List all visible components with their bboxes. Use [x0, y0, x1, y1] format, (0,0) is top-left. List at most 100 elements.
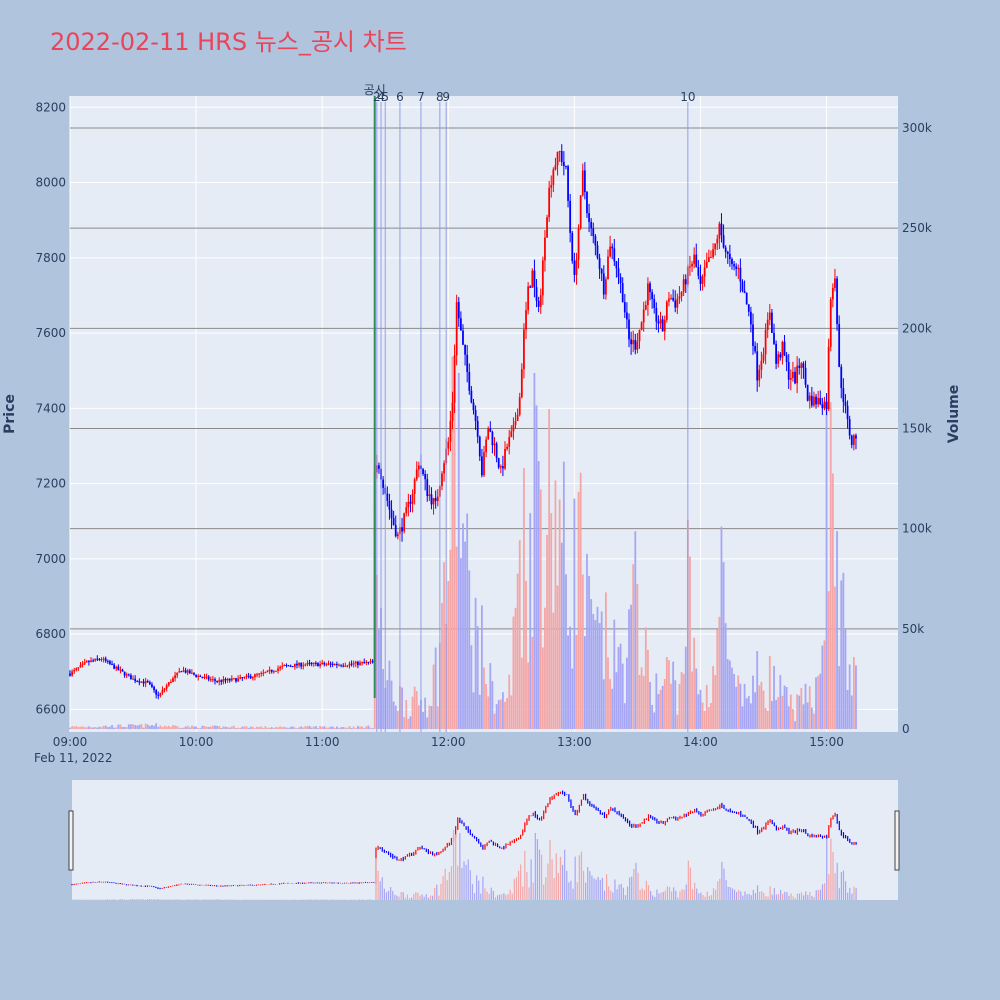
- slider-volume-bar: [513, 878, 515, 900]
- price-tick-label: 6800: [35, 627, 66, 641]
- volume-bar: [575, 634, 578, 729]
- candle-body: [268, 669, 271, 671]
- volume-bar: [165, 726, 168, 729]
- candle-body: [390, 509, 393, 518]
- slider-volume-bar: [320, 899, 323, 900]
- volume-bar: [466, 513, 469, 729]
- candle-body: [590, 221, 593, 229]
- candle-body: [850, 435, 853, 445]
- slider-volume-bar: [496, 895, 499, 900]
- volume-bar: [98, 726, 101, 729]
- range-slider-left-handle[interactable]: [68, 810, 74, 871]
- volume-bar: [188, 727, 191, 729]
- volume-bar: [842, 572, 845, 729]
- slider-volume-bar: [169, 899, 172, 900]
- volume-bar: [203, 725, 206, 729]
- slider-volume-bar: [807, 895, 809, 900]
- volume-bar: [441, 602, 443, 729]
- volume-bar: [308, 725, 311, 729]
- volume-tick-label: 100k: [902, 522, 932, 536]
- volume-bar: [92, 727, 95, 729]
- slider-volume-bar: [541, 854, 543, 900]
- volume-bar: [796, 694, 799, 729]
- volume-bar: [155, 723, 158, 729]
- volume-bar: [852, 656, 855, 729]
- volume-bar: [518, 540, 521, 729]
- candle-body: [266, 670, 269, 673]
- slider-volume-bar: [377, 870, 379, 900]
- volume-bar: [514, 607, 517, 729]
- volume-bar: [665, 656, 668, 729]
- candle-body: [527, 286, 530, 311]
- slider-volume-bar: [561, 864, 564, 900]
- candle-body: [426, 479, 429, 497]
- candle-body: [441, 473, 443, 487]
- slider-volume-bar: [566, 870, 568, 900]
- slider-volume-bar: [419, 895, 421, 900]
- range-slider-area[interactable]: [72, 780, 898, 900]
- candle-body: [298, 662, 300, 666]
- candle-body: [621, 283, 624, 303]
- volume-bar: [335, 726, 338, 729]
- volume-bar: [241, 726, 244, 729]
- candle-body: [464, 344, 466, 355]
- volume-bar: [731, 667, 733, 729]
- volume-bar: [571, 668, 574, 729]
- slider-volume-bar: [148, 899, 151, 900]
- candle-body: [125, 674, 128, 676]
- volume-bar: [722, 562, 725, 729]
- candle-body: [701, 276, 704, 284]
- slider-volume-bar: [387, 890, 390, 900]
- slider-volume-bar: [471, 884, 474, 900]
- candle-body: [680, 291, 683, 297]
- volume-bar: [487, 696, 490, 729]
- slider-volume-bar: [844, 881, 847, 900]
- volume-bar: [808, 686, 811, 729]
- volume-bar: [432, 664, 435, 729]
- candle-body: [623, 302, 626, 313]
- slider-volume-bar: [438, 895, 440, 900]
- volume-bar: [623, 703, 626, 729]
- candle-body: [212, 679, 214, 681]
- slider-volume-bar: [484, 888, 486, 900]
- volume-bar: [348, 726, 351, 729]
- candle-body: [382, 479, 385, 488]
- slider-volume-bar: [140, 899, 142, 900]
- candle-body: [586, 192, 588, 214]
- candle-body: [781, 341, 784, 358]
- price-tick-label: 7800: [35, 251, 66, 265]
- candle-body: [113, 664, 116, 669]
- slider-volume-bar: [415, 892, 417, 900]
- volume-bar: [209, 726, 212, 729]
- slider-volume-bar: [400, 891, 402, 900]
- candle-body: [840, 366, 843, 389]
- slider-volume-bar: [77, 899, 79, 900]
- candle-body: [136, 681, 139, 683]
- candle-body: [73, 669, 76, 672]
- volume-bar: [771, 700, 773, 729]
- candle-body: [842, 388, 845, 402]
- volume-bar: [653, 712, 656, 729]
- slider-volume-bar: [375, 858, 377, 900]
- slider-volume-bar: [570, 880, 572, 900]
- slider-volume-bar: [748, 893, 750, 900]
- candle-body: [228, 678, 231, 681]
- candle-body: [392, 517, 395, 526]
- slider-volume-bar: [777, 893, 780, 900]
- slider-volume-bar: [153, 899, 155, 900]
- volume-bar: [798, 695, 801, 729]
- volume-bar: [668, 660, 670, 729]
- candle-body: [525, 310, 527, 330]
- candle-body: [581, 170, 584, 196]
- volume-bar: [726, 659, 729, 729]
- range-slider-right-handle[interactable]: [894, 810, 900, 871]
- volume-bar: [638, 674, 641, 729]
- candle-body: [579, 195, 582, 229]
- candle-body: [775, 343, 778, 364]
- candle-body: [672, 297, 675, 301]
- volume-bar: [319, 725, 321, 729]
- volume-bar: [689, 556, 691, 729]
- candle-body: [85, 661, 88, 663]
- candle-body: [230, 678, 233, 681]
- candle-body: [146, 681, 149, 683]
